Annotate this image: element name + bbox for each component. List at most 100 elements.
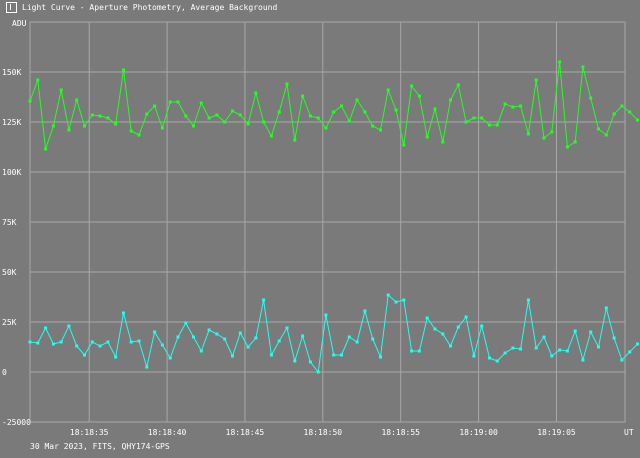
- data-point: [340, 104, 343, 108]
- data-point: [176, 100, 180, 104]
- data-point: [379, 355, 382, 359]
- chart-labels: -25000 0 25K 50K 75K 100K 125K 150K 18:18:35 18:1…: [2, 19, 634, 437]
- data-point: [199, 349, 203, 353]
- data-point: [122, 311, 125, 315]
- data-point: [433, 107, 437, 111]
- y-tick-label: 100K: [2, 168, 21, 177]
- data-point: [168, 356, 172, 360]
- data-point: [207, 116, 211, 120]
- data-point: [425, 316, 429, 320]
- data-point: [511, 105, 515, 109]
- y-tick-label: 0: [2, 368, 7, 377]
- data-point: [433, 327, 437, 331]
- data-point: [285, 326, 289, 330]
- data-point: [550, 130, 554, 134]
- data-point: [137, 339, 141, 343]
- data-point: [620, 358, 624, 362]
- data-point: [223, 120, 227, 124]
- data-point: [589, 330, 593, 334]
- data-point: [620, 104, 624, 108]
- data-point: [573, 140, 577, 144]
- y-axis-label: ADU: [12, 19, 27, 28]
- data-point: [67, 128, 71, 132]
- data-point: [526, 132, 530, 136]
- data-point: [394, 300, 398, 304]
- data-point: [231, 109, 234, 113]
- data-point: [636, 118, 639, 122]
- data-point: [215, 113, 219, 117]
- data-point: [75, 98, 79, 102]
- data-point: [441, 140, 445, 144]
- data-point: [480, 116, 484, 120]
- data-point: [75, 344, 79, 348]
- data-point: [386, 293, 390, 297]
- title-bar: Light Curve - Aperture Photometry, Avera…: [0, 0, 640, 14]
- data-point: [28, 340, 32, 344]
- data-point: [83, 124, 86, 128]
- data-point: [503, 351, 507, 355]
- data-point: [145, 112, 149, 116]
- data-point: [238, 113, 242, 117]
- data-point: [122, 68, 125, 72]
- data-point: [168, 100, 172, 104]
- data-point: [558, 348, 562, 352]
- data-point: [285, 82, 289, 86]
- data-point: [480, 324, 484, 328]
- data-point: [534, 78, 538, 82]
- data-point: [51, 342, 55, 346]
- data-point: [589, 96, 593, 100]
- data-point: [254, 336, 258, 340]
- data-point: [59, 88, 63, 92]
- data-point: [581, 65, 585, 69]
- data-point: [129, 340, 133, 344]
- data-point: [44, 147, 48, 151]
- data-point: [145, 365, 149, 369]
- x-axis-label: UT: [624, 428, 634, 437]
- data-point: [604, 133, 608, 137]
- data-point: [184, 114, 188, 118]
- data-point: [192, 124, 195, 128]
- data-point: [246, 345, 250, 349]
- data-point: [495, 359, 499, 363]
- data-point: [28, 99, 32, 103]
- y-tick-label: 25K: [2, 318, 17, 327]
- data-point: [604, 306, 608, 310]
- data-point: [519, 347, 523, 351]
- data-point: [51, 124, 55, 128]
- x-tick-label: 18:19:05: [537, 428, 576, 437]
- data-point: [106, 116, 110, 120]
- data-point: [269, 134, 273, 138]
- data-point: [98, 114, 102, 118]
- data-point: [324, 126, 328, 130]
- data-point: [223, 337, 227, 341]
- data-point: [410, 349, 414, 353]
- data-point: [262, 120, 266, 124]
- y-tick-label: 125K: [2, 118, 21, 127]
- data-point: [153, 330, 157, 334]
- data-point: [363, 309, 367, 313]
- data-point: [90, 113, 94, 117]
- data-point: [114, 355, 118, 359]
- data-point: [628, 350, 632, 354]
- data-point: [534, 346, 538, 350]
- data-point: [441, 332, 445, 336]
- y-tick-label: 50K: [2, 268, 17, 277]
- data-point: [565, 145, 569, 149]
- data-point: [363, 110, 367, 114]
- data-point: [316, 116, 320, 120]
- data-point: [207, 328, 211, 332]
- data-point: [254, 91, 258, 95]
- data-point: [238, 331, 242, 335]
- data-point: [301, 94, 305, 98]
- data-point: [526, 298, 530, 302]
- data-point: [90, 340, 94, 344]
- data-point: [402, 143, 406, 147]
- data-point: [355, 340, 359, 344]
- data-point: [324, 313, 328, 317]
- data-point: [246, 122, 250, 126]
- data-point: [597, 345, 600, 349]
- data-point: [472, 116, 476, 120]
- data-point: [456, 83, 460, 87]
- data-point: [347, 335, 351, 339]
- data-point: [347, 119, 351, 123]
